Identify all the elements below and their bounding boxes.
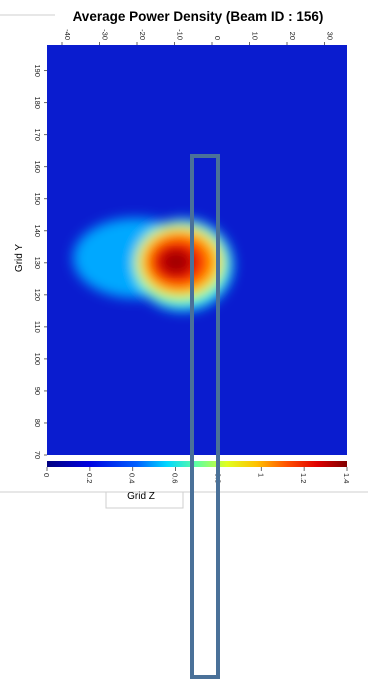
x-axis-label: Grid Z bbox=[127, 491, 155, 502]
x-tick-label: 20 bbox=[288, 32, 297, 40]
x-tick-label: 30 bbox=[326, 32, 335, 40]
x-tick-label: 0 bbox=[213, 36, 222, 40]
y-tick-label: 170 bbox=[33, 128, 42, 141]
x-tick-label: -40 bbox=[63, 29, 72, 40]
y-tick-label: 100 bbox=[33, 353, 42, 366]
x-tick-label: -10 bbox=[176, 29, 185, 40]
y-tick-label: 180 bbox=[33, 96, 42, 109]
y-axis-label: Grid Y bbox=[14, 244, 25, 272]
colorbar bbox=[47, 461, 347, 467]
y-axis-ticks: 190 180 170 160 150 140 130 120 110 100 90 80 70 bbox=[33, 64, 47, 459]
overlay-selection-rectangle bbox=[190, 154, 220, 679]
colorbar-tick-label: 0 bbox=[42, 473, 51, 477]
xlabel-tab bbox=[105, 492, 184, 509]
colorbar-tick-label: 1.2 bbox=[299, 473, 308, 483]
x-tick-label: 10 bbox=[251, 32, 260, 40]
x-tick-label: -30 bbox=[101, 29, 110, 40]
y-tick-label: 70 bbox=[33, 451, 42, 459]
colorbar-tick-label: 1 bbox=[256, 473, 265, 477]
x-axis-ticks: -40 -30 -20 -10 0 10 20 30 bbox=[61, 29, 335, 45]
chart-title: Average Power Density (Beam ID : 156) bbox=[73, 9, 324, 24]
colorbar-tick-label: 1.4 bbox=[342, 473, 351, 483]
y-tick-label: 140 bbox=[33, 225, 42, 238]
y-tick-label: 150 bbox=[33, 192, 42, 205]
y-tick-label: 190 bbox=[33, 64, 42, 77]
y-tick-label: 120 bbox=[33, 289, 42, 302]
x-tick-label: -20 bbox=[138, 29, 147, 40]
colorbar-tick-label: 0.2 bbox=[85, 473, 94, 483]
colorbar-tick-label: 0.4 bbox=[128, 473, 137, 483]
y-tick-label: 90 bbox=[33, 387, 42, 395]
colorbar-tick-label: 0.6 bbox=[171, 473, 180, 483]
y-tick-label: 110 bbox=[33, 321, 42, 333]
contour-core bbox=[166, 254, 186, 270]
heatmap-hotspot bbox=[73, 218, 233, 311]
y-tick-label: 160 bbox=[33, 160, 42, 173]
colorbar-ticks: 0 0.2 0.4 0.6 0.8 1 1.2 1.4 bbox=[42, 467, 351, 483]
y-tick-label: 130 bbox=[33, 257, 42, 270]
y-tick-label: 80 bbox=[33, 419, 42, 427]
